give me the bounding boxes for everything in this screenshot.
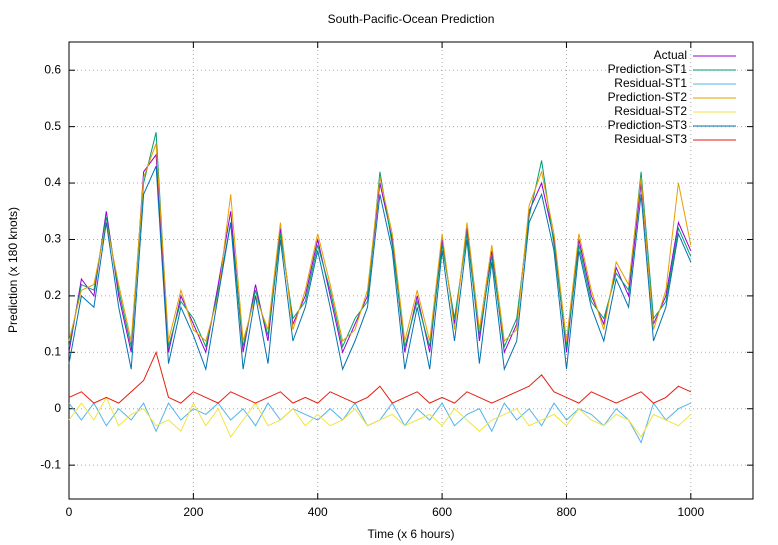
x-tick-label: 400	[308, 505, 328, 519]
chart-title: South-Pacific-Ocean Prediction	[328, 12, 495, 26]
series-line	[68, 132, 692, 349]
legend-label: Residual-ST2	[614, 104, 687, 118]
y-tick-label: 0.2	[44, 288, 61, 302]
x-tick-label: 600	[432, 505, 452, 519]
x-tick-label: 200	[183, 505, 203, 519]
legend-label: Residual-ST3	[614, 132, 687, 146]
legend-label: Prediction-ST3	[608, 118, 688, 132]
legend-label: Prediction-ST1	[608, 62, 688, 76]
plot-frame	[68, 41, 754, 500]
legend-label: Actual	[654, 48, 687, 62]
y-tick-label: 0.6	[44, 62, 61, 76]
y-tick-label: 0.5	[44, 119, 61, 133]
y-axis-label: Prediction (x 180 knots)	[6, 207, 20, 333]
series-line	[68, 143, 692, 343]
x-tick-label: 0	[66, 505, 73, 519]
legend-label: Residual-ST1	[614, 76, 687, 90]
y-tick-label: 0.4	[44, 175, 61, 189]
series-line	[68, 350, 692, 404]
y-tick-label: 0	[54, 401, 61, 415]
x-axis-label: Time (x 6 hours)	[368, 527, 455, 541]
y-tick-label: -0.1	[40, 457, 61, 471]
x-tick-label: 1000	[677, 505, 704, 519]
x-tick-label: 800	[556, 505, 576, 519]
y-tick-label: 0.3	[44, 232, 61, 246]
y-tick-label: 0.1	[44, 344, 61, 358]
legend-label: Prediction-ST2	[608, 90, 688, 104]
series-line	[68, 165, 692, 372]
series-line	[68, 396, 692, 438]
